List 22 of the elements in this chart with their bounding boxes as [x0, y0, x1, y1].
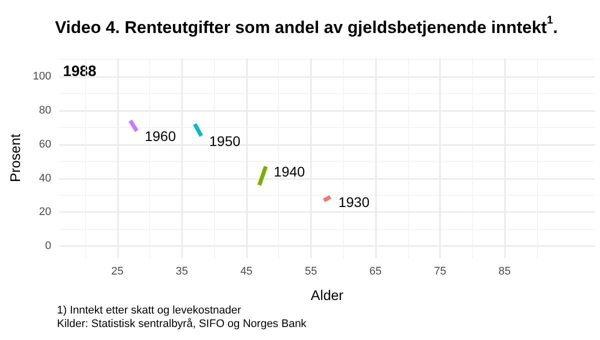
y-tick-label: 100 [32, 70, 52, 83]
x-tick-label: 35 [176, 266, 188, 278]
y-axis-title: Prosent [7, 134, 23, 182]
text: 1) Inntekt etter skatt og levekostnader [57, 304, 242, 316]
x-tick-label: 65 [369, 266, 382, 278]
y-tick-label: 0 [45, 240, 52, 252]
y-tick-label: 80 [39, 104, 52, 117]
annotation: 1988 [63, 63, 96, 80]
x-tick-label: 85 [498, 266, 511, 278]
x-axis-title: Alder [310, 287, 344, 303]
y-tick-label: 60 [39, 138, 52, 150]
text: Kilder: Statistisk sentralbyrå, SIFO og Norges Bank [57, 318, 307, 330]
series-label: 1950 [209, 132, 241, 149]
x-tick-label: 45 [240, 266, 253, 278]
y-tick-label: 20 [39, 206, 52, 218]
y-tick-label: 40 [39, 172, 52, 184]
x-tick-label: 75 [434, 266, 446, 278]
x-tick-label: 55 [304, 266, 318, 278]
x-tick-label: 25 [111, 266, 124, 278]
series-label: 1930 [338, 194, 370, 210]
series-label: 1940 [274, 163, 306, 180]
series-label: 1960 [144, 128, 176, 144]
